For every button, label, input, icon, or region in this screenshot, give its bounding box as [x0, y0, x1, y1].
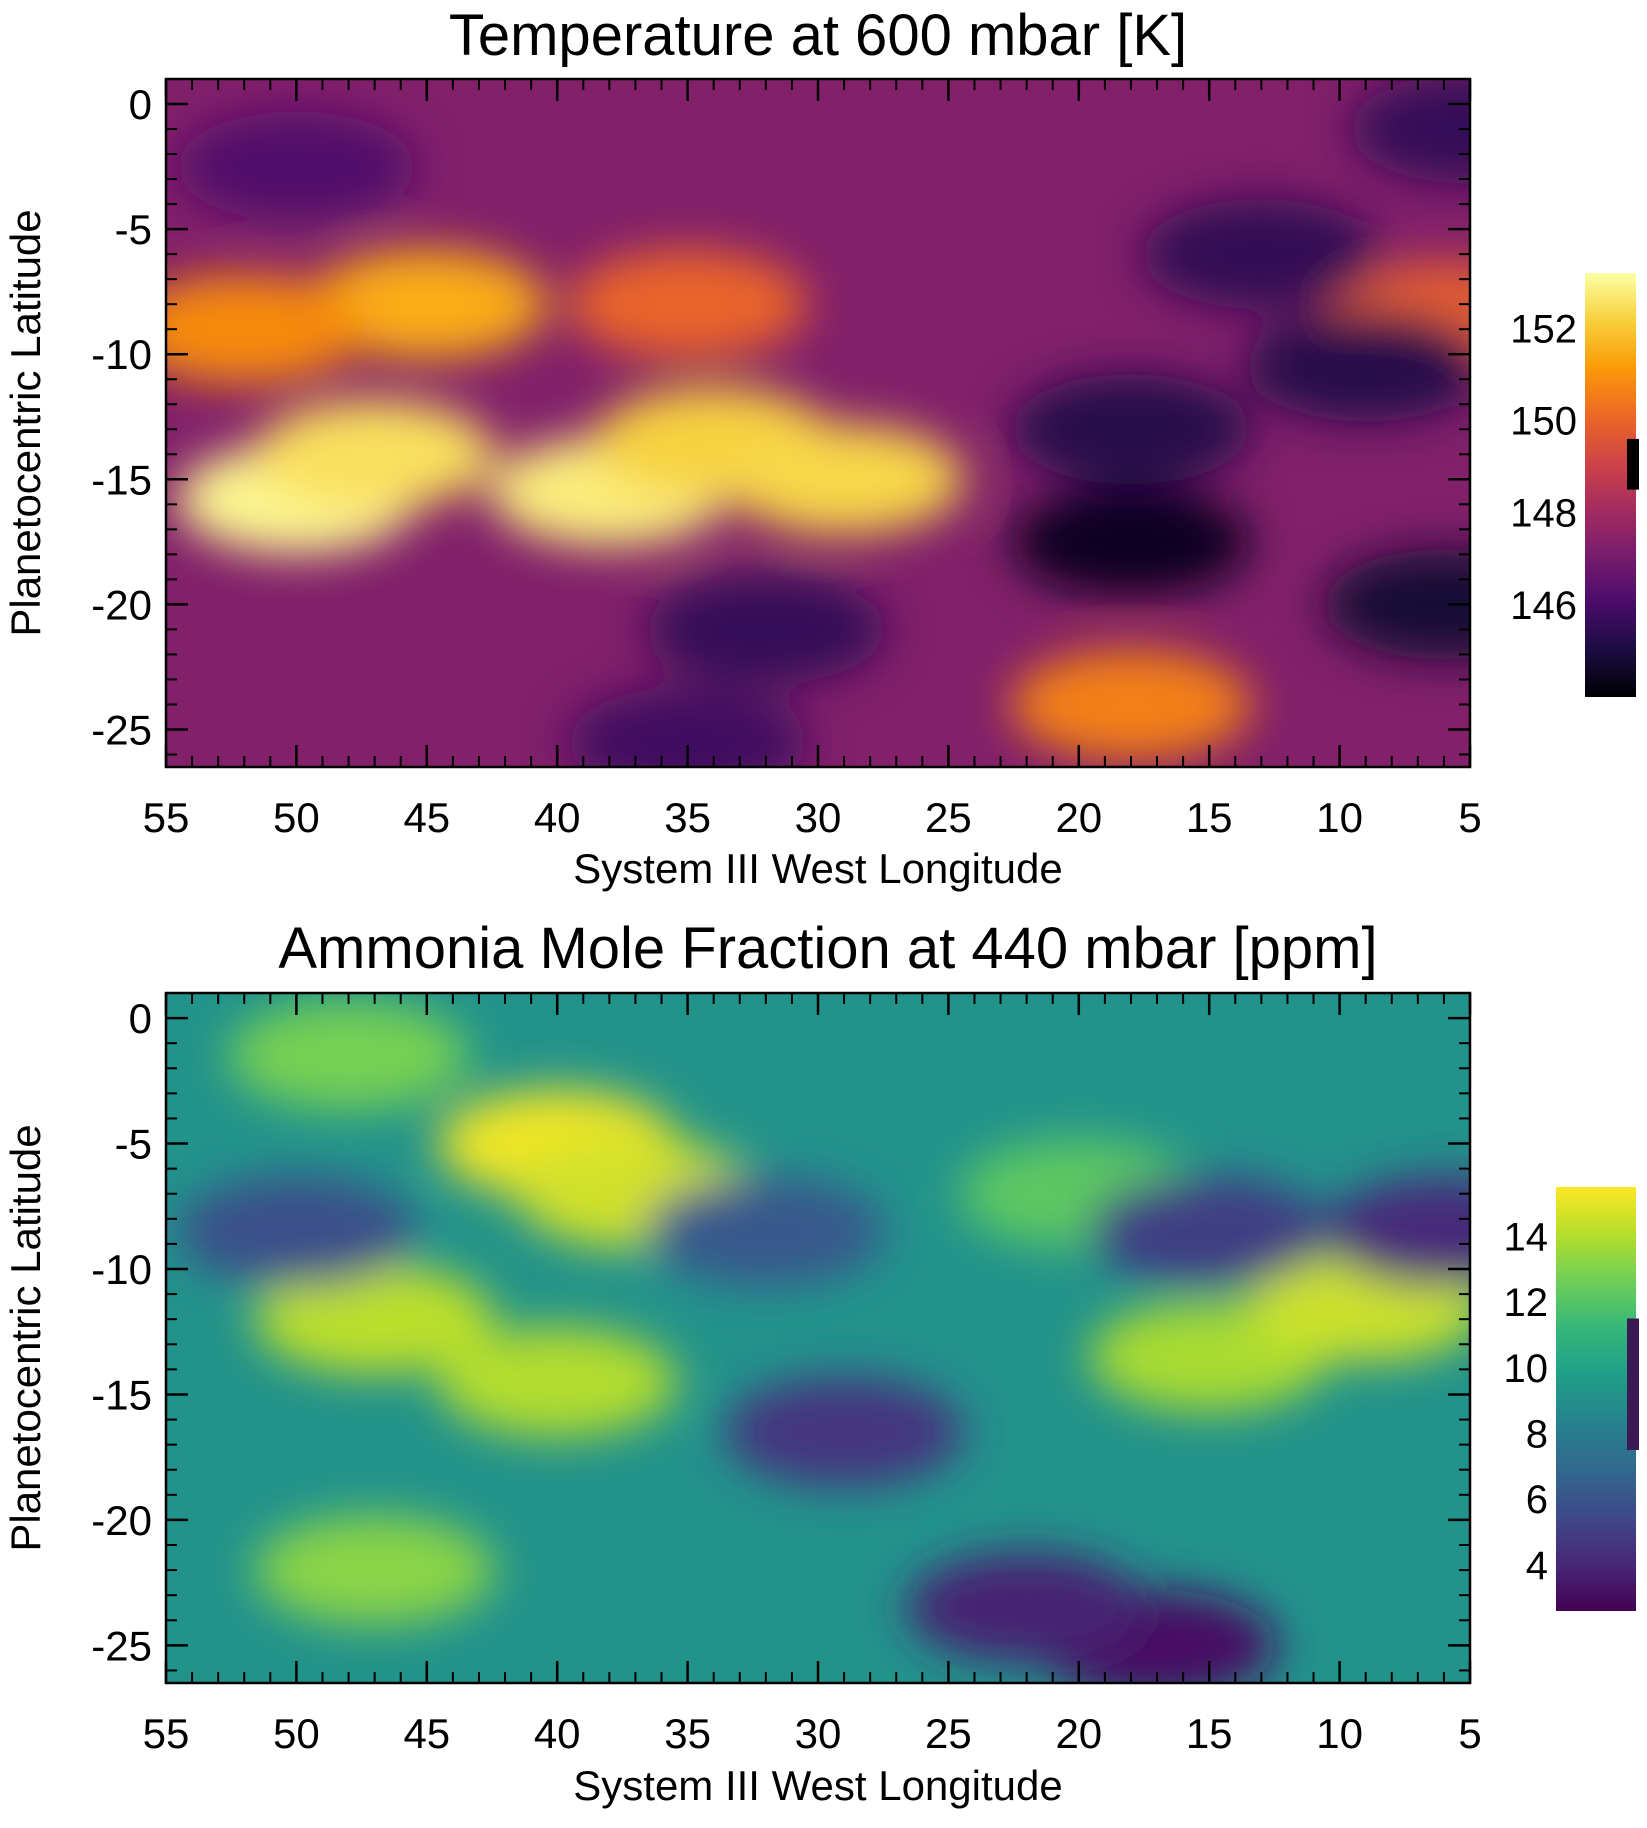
heatmap-feature: [724, 1377, 965, 1488]
y-tick-label: -25: [91, 706, 152, 753]
heatmap-feature: [1323, 549, 1470, 660]
colorbar-tick-label: 152: [1510, 307, 1577, 351]
heatmap-feature: [1141, 199, 1382, 310]
colorbar-tick-label: 6: [1526, 1478, 1548, 1522]
heatmap-feature: [254, 1264, 495, 1375]
heatmap-feature: [1010, 374, 1251, 485]
y-tick-label: 0: [129, 81, 152, 128]
colorbar-tick-label: 150: [1510, 399, 1577, 443]
x-tick-label: 35: [664, 1710, 711, 1757]
colorbar-tick-label: 148: [1510, 492, 1577, 536]
heatmap-feature: [176, 111, 417, 222]
y-axis-label: Planetocentric Latitude: [2, 1124, 49, 1551]
colorbar-ticks: 152 150 148 146: [1510, 307, 1577, 628]
heatmap-feature: [645, 1176, 886, 1287]
x-tick-label: 50: [273, 1710, 320, 1757]
heatmap-feature: [166, 274, 365, 385]
x-tick-label: 15: [1186, 1710, 1233, 1757]
y-tick-label: -10: [91, 1246, 152, 1293]
heatmap-feature: [1245, 311, 1470, 422]
heatmap-features: [166, 79, 1470, 767]
colorbar: 152 150 148 146: [1510, 273, 1639, 697]
x-tick-label: 5: [1458, 1710, 1481, 1757]
x-tick-label: 25: [925, 1710, 972, 1757]
x-tick-label: 5: [1458, 794, 1481, 841]
colorbar-tick-label: 146: [1510, 584, 1577, 628]
x-tick-label: 40: [534, 1710, 581, 1757]
y-tick-label: -15: [91, 1371, 152, 1418]
heatmap-feature: [1089, 1176, 1330, 1287]
heatmap-feature: [254, 1515, 495, 1626]
heatmap-feature: [645, 574, 886, 685]
heatmap-feature: [1350, 79, 1470, 185]
colorbar-tick-label: 14: [1504, 1215, 1549, 1259]
x-ticks: 55 50 45 40 35 30 25 20 15 10 5: [143, 79, 1482, 841]
heatmap-feature: [1010, 486, 1251, 597]
x-axis-label: System III West Longitude: [573, 1762, 1062, 1809]
heatmap-feature: [254, 399, 495, 510]
heatmap-feature: [906, 1552, 1147, 1663]
colorbar-tick-label: 8: [1526, 1413, 1548, 1457]
x-tick-label: 20: [1055, 794, 1102, 841]
ammonia-panel: Ammonia Mole Fraction at 440 mbar [ppm] …: [2, 916, 1639, 1809]
heatmap-feature: [724, 424, 965, 535]
heatmap-feature: [567, 249, 808, 360]
chart-title: Temperature at 600 mbar [K]: [449, 3, 1187, 68]
colorbar-ticks: 14 12 10 8 6 4: [1504, 1215, 1549, 1588]
x-tick-label: 20: [1055, 1710, 1102, 1757]
heatmap-feature: [1010, 649, 1251, 760]
x-ticks: 55 50 45 40 35 30 25 20 15 10 5: [143, 993, 1482, 1757]
colorbar-marker: [1627, 1318, 1639, 1450]
colorbar: 14 12 10 8 6 4: [1504, 1187, 1639, 1611]
chart-title: Ammonia Mole Fraction at 440 mbar [ppm]: [278, 916, 1377, 981]
y-tick-label: -5: [115, 1121, 152, 1168]
y-ticks: 0 -5 -10 -15 -20 -25: [91, 81, 1470, 756]
colorbar-tick-label: 12: [1504, 1281, 1549, 1325]
x-tick-label: 45: [403, 794, 450, 841]
x-tick-label: 15: [1186, 794, 1233, 841]
heatmap-features: [176, 1000, 1470, 1683]
y-tick-label: -5: [115, 206, 152, 253]
colorbar-tick-label: 4: [1526, 1544, 1548, 1588]
y-tick-label: -25: [91, 1622, 152, 1669]
x-tick-label: 25: [925, 794, 972, 841]
temperature-panel: Temperature at 600 mbar [K] 55 50 45 40 35 30…: [2, 3, 1639, 892]
y-tick-label: -20: [91, 1497, 152, 1544]
heatmap-feature: [228, 1000, 469, 1111]
y-tick-label: 0: [129, 995, 152, 1042]
x-tick-label: 35: [664, 794, 711, 841]
y-tick-label: -20: [91, 581, 152, 628]
x-axis-label: System III West Longitude: [573, 845, 1062, 892]
heatmap-feature: [1323, 1176, 1470, 1287]
x-tick-label: 45: [403, 1710, 450, 1757]
x-tick-label: 30: [795, 1710, 842, 1757]
colorbar-tick-label: 10: [1504, 1347, 1549, 1391]
x-tick-label: 50: [273, 794, 320, 841]
x-tick-label: 10: [1316, 794, 1363, 841]
y-axis-label: Planetocentric Latitude: [2, 209, 49, 636]
heatmap-feature: [437, 1326, 678, 1437]
heatmap-feature: [176, 1176, 417, 1287]
colorbar-marker: [1627, 438, 1639, 490]
x-tick-label: 30: [795, 794, 842, 841]
y-tick-label: -10: [91, 331, 152, 378]
heatmap-feature: [306, 249, 547, 360]
heatmap-feature: [567, 686, 808, 767]
y-ticks: 0 -5 -10 -15 -20 -25: [91, 995, 1470, 1672]
x-tick-label: 10: [1316, 1710, 1363, 1757]
colorbar-ramp: [1556, 1187, 1636, 1611]
x-tick-label: 40: [534, 794, 581, 841]
x-tick-label: 55: [143, 794, 190, 841]
x-tick-label: 55: [143, 1710, 190, 1757]
y-tick-label: -15: [91, 456, 152, 503]
